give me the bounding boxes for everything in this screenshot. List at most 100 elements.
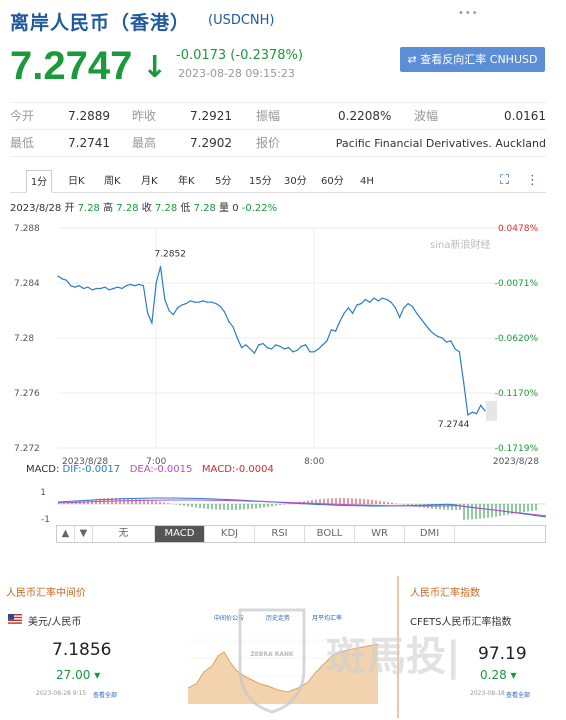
index-section-title: 人民币汇率指数 <box>410 588 480 599</box>
scroll-down-button[interactable]: ▼ <box>75 526 93 542</box>
price-point <box>441 337 443 339</box>
indicator-rsi[interactable]: RSI <box>255 526 305 542</box>
price-point <box>155 282 157 284</box>
price-point <box>424 323 426 325</box>
price-point <box>83 287 85 290</box>
price-point <box>463 381 465 383</box>
price-point <box>377 300 379 302</box>
current-price: 7.2747 <box>10 44 133 88</box>
tab-60min[interactable]: 60分 <box>321 176 344 187</box>
amplitude-label: 振幅 <box>256 109 281 123</box>
price-point <box>172 314 174 316</box>
price-point <box>386 298 388 301</box>
price-point <box>313 351 315 353</box>
tab-yearly[interactable]: 年K <box>178 176 195 187</box>
tab-1min[interactable]: 1分 <box>26 170 52 193</box>
tab-5min[interactable]: 5分 <box>215 176 232 187</box>
indicator-macd[interactable]: MACD <box>155 526 205 542</box>
indicator-kdj[interactable]: KDJ <box>205 526 255 542</box>
price-point <box>283 348 285 350</box>
price-point <box>249 348 251 350</box>
indicator-dmi[interactable]: DMI <box>405 526 455 542</box>
price-point <box>369 301 371 303</box>
tab-daily[interactable]: 日K <box>68 176 85 187</box>
price-point <box>164 298 166 301</box>
price-point <box>236 337 238 339</box>
indicator-boll[interactable]: BOLL <box>305 526 355 542</box>
usd-cny-change-value: 27.00 <box>56 668 91 682</box>
low-annotation: 7.2744 <box>438 420 470 430</box>
price-point <box>475 413 478 415</box>
header-menu-dots[interactable]: ••• <box>458 8 479 19</box>
cfets-name: CFETS人民币汇率指数 <box>410 617 512 628</box>
x-tick-label: 8:00 <box>304 457 324 467</box>
price-point <box>364 298 367 301</box>
more-options-icon[interactable]: ⋮ <box>526 173 539 188</box>
tab-monthly[interactable]: 月K <box>141 176 158 187</box>
price-point <box>181 304 183 306</box>
price-point <box>121 287 123 290</box>
mini-tab-history[interactable]: 历史走势 <box>266 615 291 622</box>
mid-rate-section-title: 人民币汇率中间价 <box>6 588 86 599</box>
sina-watermark: sina新浪财经 <box>430 238 490 251</box>
mini-tab-announcement[interactable]: 中间价公告 <box>214 615 245 622</box>
usd-cny-change: 27.00 ▾ <box>56 668 100 682</box>
scroll-up-button[interactable]: ▲ <box>57 526 75 542</box>
ohlc-volume: 0 <box>232 203 239 214</box>
ohlc-close-label: 收 <box>141 203 152 214</box>
price-point <box>232 326 234 328</box>
tab-weekly[interactable]: 周K <box>104 176 121 187</box>
dif-value: -0.0017 <box>81 464 121 475</box>
us-flag-icon <box>8 614 22 624</box>
mini-tab-monthly-avg[interactable]: 月平均汇率 <box>312 615 343 622</box>
down-triangle-icon: ▾ <box>510 668 517 682</box>
quote-value: Pacific Financial Derivatives. Auckland <box>335 137 546 150</box>
price-point <box>445 341 448 343</box>
stats-row: 今开 7.2889 昨收 7.2921 振幅 0.2208% 波幅 0.0161 <box>10 103 546 130</box>
x-tick-label: 2023/8/28 <box>62 457 108 467</box>
ohlc-date: 2023/8/28 <box>10 203 62 214</box>
price-point <box>339 320 341 323</box>
usd-view-all-link[interactable]: 查看全部 <box>93 692 118 699</box>
price-point <box>322 344 324 346</box>
price-point <box>202 300 204 302</box>
price-point <box>129 283 132 285</box>
page-title: 离岸人民币（香港） <box>10 12 191 34</box>
price-point <box>108 289 110 291</box>
tab-15min[interactable]: 15分 <box>249 176 272 187</box>
price-point <box>287 347 290 349</box>
price-point <box>296 349 298 351</box>
usd-cny-card[interactable]: 美元/人民币 7.1856 27.00 ▾ 2023-08-28 9:15 查看… <box>0 604 170 714</box>
price-point <box>57 275 59 277</box>
cfets-time: 2023-08-18 <box>470 690 505 697</box>
price-point <box>352 312 354 314</box>
cfets-index-card[interactable]: CFETS人民币汇率指数 97.19 0.28 ▾ 2023-08-18 查看全… <box>400 604 550 714</box>
fullscreen-icon[interactable]: ⛶ <box>500 173 510 188</box>
down-arrow-icon: ↓ <box>142 50 168 85</box>
symbol-code: (USDCNH) <box>208 13 275 28</box>
cfets-view-all-link[interactable]: 查看全部 <box>506 692 531 699</box>
price-point <box>223 311 226 313</box>
reverse-rate-button[interactable]: ⇄ 查看反向汇率 CNHUSD <box>400 47 545 72</box>
price-point <box>420 318 422 320</box>
tab-30min[interactable]: 30分 <box>284 176 307 187</box>
price-point <box>292 351 294 353</box>
price-point <box>454 348 456 350</box>
price-point <box>253 352 256 354</box>
indicator-none[interactable]: 无 <box>93 526 155 542</box>
intraday-chart[interactable]: 7.288 7.284 7.28 7.276 7.272 0.0478% -0.0071% -… <box>10 220 546 470</box>
price-point <box>317 348 320 350</box>
cfets-value: 97.19 <box>478 644 527 664</box>
price-point <box>334 330 337 332</box>
price-point <box>356 304 358 306</box>
indicator-wr[interactable]: WR <box>355 526 405 542</box>
macd-y-tick: 1 <box>40 488 46 498</box>
swap-icon: ⇄ <box>407 53 421 66</box>
x-tick-label: 7:00 <box>146 457 166 467</box>
tab-4h[interactable]: 4H <box>360 176 374 187</box>
price-point <box>433 333 435 335</box>
price-point <box>480 404 482 406</box>
price-point <box>347 307 349 309</box>
price-point <box>189 300 191 302</box>
stats-row: 最低 7.2741 最高 7.2902 报价 Pacific Financial… <box>10 130 546 157</box>
